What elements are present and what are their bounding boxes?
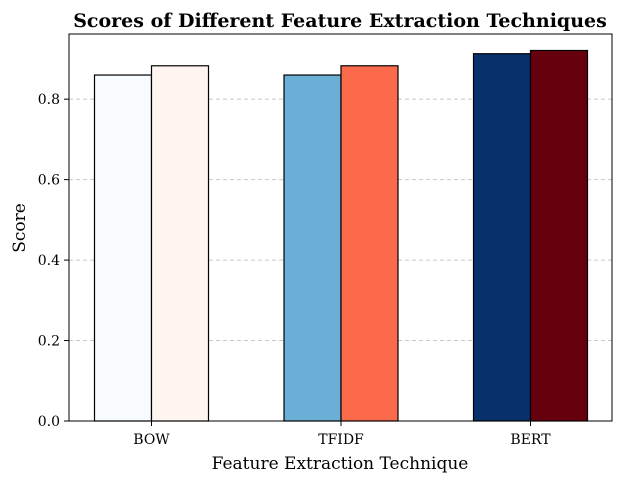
bar-bert-2 [529,49,589,422]
y-tick-label: 0.2 [38,334,60,350]
y-axis-label: Score [10,203,30,253]
bar-bow-2 [150,65,210,422]
bar-bert-1 [472,53,532,422]
y-tick-label: 0.6 [38,173,60,189]
x-tick-label: BERT [510,432,551,448]
bar-tfidf-2 [340,65,399,422]
y-tick-label: 0.0 [38,414,60,430]
bar-bow-1 [93,74,153,422]
chart-title: Scores of Different Feature Extraction T… [73,10,607,32]
y-tick-label: 0.8 [38,92,60,108]
y-axis: 0.0 0.2 0.4 0.6 0.8 [38,92,69,430]
x-tick-label: TFIDF [318,432,364,448]
bar-tfidf-1 [283,74,342,422]
y-tick-label: 0.4 [38,253,60,269]
x-axis: BOW TFIDF BERT [133,421,551,448]
bars [93,49,589,422]
x-tick-label: BOW [133,432,170,448]
x-axis-label: Feature Extraction Technique [212,454,469,474]
